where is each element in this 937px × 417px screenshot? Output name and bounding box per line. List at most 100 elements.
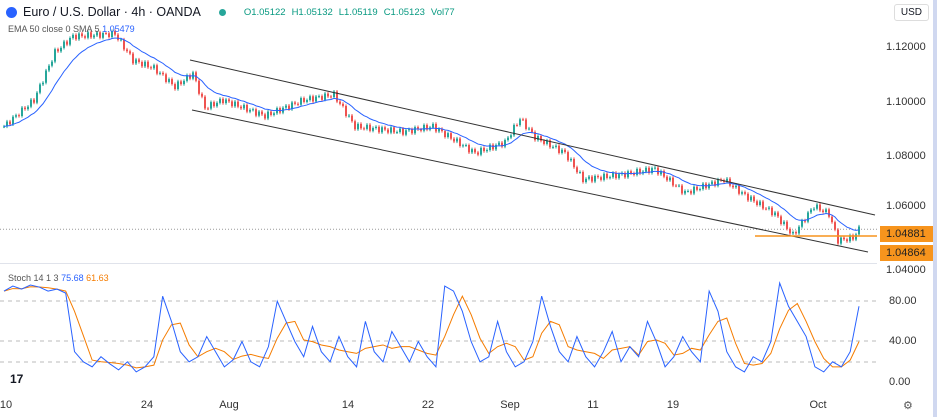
candle-body [687,190,689,192]
candle-body [471,149,473,153]
candle-body [183,80,185,85]
candle-body [237,101,239,107]
candle-body [18,115,20,117]
candle-body [201,93,203,97]
candle-body [627,171,629,178]
candle-body [507,137,509,141]
channel-lower-line [191,109,869,253]
candle-body [486,150,488,152]
candle-body [369,124,371,131]
candle-body [474,149,476,153]
candle-body [114,31,116,35]
candle-body [831,216,833,223]
candle-body [576,167,578,173]
candle-body [39,84,41,93]
candle-body [27,106,29,110]
low-value: L1.05119 [338,6,378,18]
symbol-title[interactable]: Euro / U.S. Dollar · 4h · OANDA [23,5,201,19]
candle-body [219,98,221,103]
candle-body [711,181,713,185]
candle-body [636,168,638,175]
candle-body [777,212,779,217]
candle-body [498,142,500,145]
candle-body [354,121,356,130]
settings-gear-icon[interactable]: ⚙ [903,400,913,412]
candle-body [546,140,548,144]
candle-body [669,177,671,181]
candle-body [372,127,374,131]
candle-body [567,152,569,161]
candle-body [120,39,122,41]
candle-body [822,210,824,213]
candle-body [843,237,845,240]
candle-body [855,234,857,240]
candle-body [156,65,158,74]
stoch-legend[interactable]: Stoch 14 1 3 75.68 61.63 [8,273,109,283]
candle-body [132,53,134,64]
stoch-d-value: 61.63 [86,273,109,283]
candle-body [93,35,95,38]
price-axis-label: 1.12000 [886,41,926,53]
candle-body [72,34,74,39]
channel-upper-line [189,59,876,216]
candle-body [519,119,521,126]
candle-body [585,178,587,183]
candle-body [774,212,776,216]
date-label: Aug [219,399,239,411]
candle-body [375,126,377,128]
right-scrollbar[interactable] [933,0,937,417]
candle-body [63,41,65,48]
stoch-label: Stoch 14 1 3 [8,273,59,283]
price-tag-current: 1.04881 [880,226,935,242]
candle-body [387,129,389,133]
candle-body [204,96,206,109]
candle-body [261,111,263,115]
candle-body [336,91,338,102]
candle-body [423,124,425,131]
candle-body [300,98,302,105]
currency-selector[interactable]: USD [893,4,929,21]
candle-body [639,168,641,174]
candle-body [753,196,755,202]
candle-body [258,111,260,116]
candle-body [816,204,818,209]
candle-body [252,109,254,111]
candle-body [510,135,512,138]
stoch-axis-label: 80.00 [889,295,917,307]
candle-body [681,185,683,194]
candle-body [825,209,827,213]
candle-body [129,51,131,54]
candle-body [249,109,251,112]
candle-body [534,131,536,141]
candle-body [810,209,812,213]
tradingview-logo[interactable]: 17 [10,372,24,386]
candle-body [807,212,809,222]
candle-body [666,176,668,181]
candle-body [12,116,14,125]
candle-body [45,70,47,83]
ema-line [3,37,860,231]
ema-legend[interactable]: EMA 50 close 0 SMA 5 1.05479 [8,24,135,34]
date-label: Oct [809,399,827,411]
candle-body [165,74,167,82]
candle-body [540,136,542,141]
candle-body [171,79,173,85]
candle-body [66,41,68,45]
candle-body [306,100,308,102]
candle-body [273,113,275,115]
candle-body [447,133,449,138]
candle-body [30,99,32,107]
candle-body [330,96,332,98]
candle-body [708,184,710,189]
candle-body [750,196,752,201]
candle-body [504,140,506,147]
candle-body [360,123,362,129]
stoch-k-line [3,281,860,373]
candle-body [849,235,851,242]
candle-body [783,221,785,224]
candle-body [795,232,797,234]
pane-separator[interactable] [0,263,877,264]
candle-body [741,192,743,194]
candle-body [600,177,602,180]
